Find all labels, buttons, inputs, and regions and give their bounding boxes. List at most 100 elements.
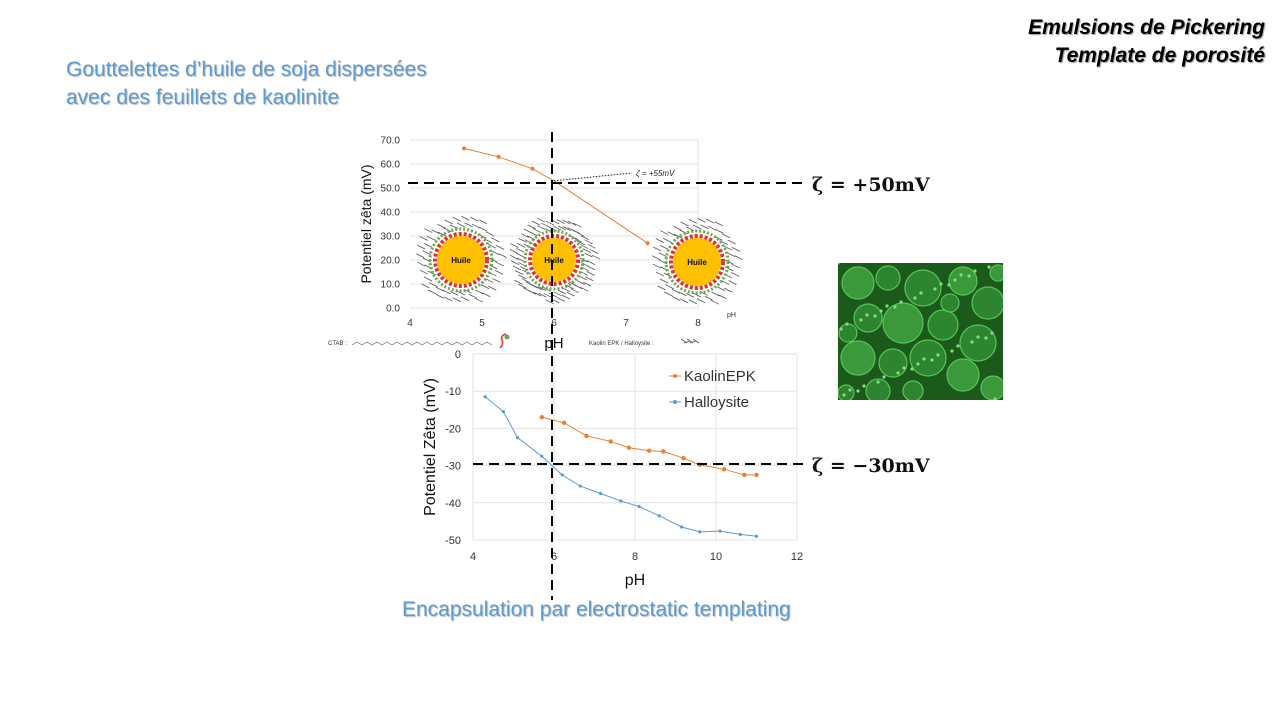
kaolin-sheet [567, 220, 577, 226]
slide-subtitle: Gouttelettes d’huile de soja dispersées … [66, 56, 427, 112]
oil-droplet: Huile [509, 217, 601, 305]
data-point [540, 454, 544, 458]
kaolin-sheet [692, 292, 702, 298]
y-tick-label: -20 [445, 423, 461, 435]
kaolin-sheet [653, 263, 662, 269]
kaolin-sheet [532, 228, 542, 233]
bright-speck [856, 389, 860, 393]
bright-speck [848, 388, 852, 392]
kaolin-sheet [494, 270, 504, 275]
kaolin-sheet [495, 244, 505, 250]
kaolin-sheet [487, 243, 497, 249]
bright-speck [842, 393, 846, 397]
kaolin-sheet [673, 225, 682, 231]
kaolin-sheet [510, 260, 520, 266]
kaolin-sheet [678, 291, 687, 297]
droplet-blob [853, 303, 883, 333]
data-point [501, 410, 505, 414]
kaolin-sheet [685, 292, 695, 298]
kaolin-sheet [452, 297, 461, 303]
bright-speck [896, 371, 900, 375]
kaolin-sheet [521, 278, 530, 283]
kaolin-sheet [533, 285, 543, 291]
kaolin-sheet [721, 280, 730, 285]
kaolin-sheet [419, 236, 428, 241]
kaolin-sheet [443, 227, 452, 233]
kaolin-sheet [456, 222, 466, 228]
kaolin-sheet [697, 217, 706, 223]
y-tick-label: 0.0 [386, 304, 400, 315]
droplet-blob [946, 358, 980, 392]
kaolin-sheet [518, 274, 527, 280]
kaolin-sheet [706, 218, 715, 224]
droplet-blob [838, 323, 858, 343]
bright-speck [953, 278, 957, 282]
kaolin-sheet [423, 242, 433, 248]
kaolin-sheet [515, 270, 524, 276]
droplet-blob [841, 266, 875, 300]
droplet-blob [948, 266, 978, 296]
x-tick-label: 5 [479, 318, 485, 329]
series-line-kaolinepk [541, 416, 757, 476]
title-line-1: Emulsions de Pickering [1028, 16, 1265, 39]
kaolin-sheet [586, 260, 596, 265]
title-line-2: Template de porosité [1054, 44, 1265, 67]
kaolin-sheet [553, 225, 562, 231]
bright-speck [933, 287, 937, 291]
droplet-blob [909, 339, 947, 377]
kaolin-sheet [589, 249, 599, 254]
kaolin-sheet [485, 231, 495, 237]
kaolin-sheet [422, 250, 431, 256]
kaolin-sheet [710, 299, 720, 305]
kaolin-sheet [655, 238, 664, 243]
kaolin-sheet [660, 230, 669, 235]
kaolin-sheet-icon [683, 340, 691, 344]
kaolin-sheet [664, 291, 673, 297]
kaolin-sheet [562, 226, 571, 231]
oil-label: Huile [687, 258, 707, 267]
kaolin-sheet [700, 224, 709, 230]
droplet-blob [878, 348, 908, 378]
kaolin-sheet [416, 253, 425, 259]
kaolin-sheet [423, 276, 433, 282]
kaolin-sheet [518, 238, 527, 243]
data-point [679, 525, 684, 529]
y-tick-label: -30 [445, 461, 461, 473]
kaolin-sheet [533, 291, 542, 297]
data-point [619, 499, 623, 503]
kaolin-sheet [509, 249, 519, 254]
kaolin-sheet [527, 224, 536, 230]
x-tick-label: 10 [710, 551, 722, 563]
bright-speck [984, 336, 988, 340]
kaolin-sheet [520, 233, 530, 238]
series-line [463, 147, 648, 244]
data-point [645, 241, 650, 246]
zeta-bottom-label: ζ = −30mV [812, 455, 930, 477]
kaolin-sheet [565, 284, 574, 290]
kaolin-sheet [659, 244, 669, 250]
kaolin-sheet [586, 270, 595, 276]
kaolin-sheet [727, 239, 736, 245]
ctab-tail-icon [499, 333, 507, 349]
y-tick-label: 10.0 [381, 280, 401, 291]
subtitle-line-1: Gouttelettes d’huile de soja dispersées [66, 58, 427, 81]
kaolin-sheet [456, 290, 466, 296]
kaolin-sheet [479, 226, 488, 232]
oil-core [532, 238, 576, 282]
kaolin-sheet [545, 299, 554, 305]
data-point [646, 448, 652, 453]
kaolin-sheet [688, 299, 697, 305]
ctab-tails [433, 232, 489, 288]
kaolin-sheet [516, 252, 525, 258]
bright-speck [859, 318, 863, 322]
kaolin-sheet [570, 288, 579, 294]
kaolin-sheet [680, 221, 689, 227]
kaolin-sheet [491, 250, 500, 256]
kaolin-sheet [464, 222, 473, 228]
data-point [561, 420, 567, 426]
kaolin-sheet [498, 253, 507, 258]
droplet-blob [971, 286, 1003, 320]
y-tick-label: 40.0 [381, 208, 401, 219]
kaolin-sheet [657, 285, 666, 291]
